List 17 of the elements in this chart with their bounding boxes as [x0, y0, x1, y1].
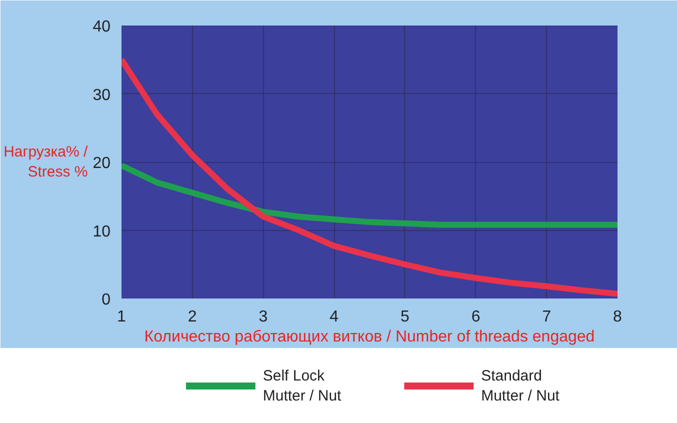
- y-tick-label: 30: [92, 86, 111, 104]
- y-tick-label: 20: [92, 155, 111, 172]
- x-tick-label: 6: [471, 308, 480, 326]
- x-tick-label: 5: [400, 308, 410, 326]
- x-tick-label: 8: [613, 308, 622, 326]
- x-tick-label: 2: [188, 308, 197, 326]
- x-axis-title: Количество работающих витков / Number of threads engaged: [144, 328, 595, 346]
- legend-label: Standard Mutter / Nut: [481, 367, 560, 405]
- x-tick-label: 1: [117, 308, 126, 326]
- y-tick-label: 10: [92, 223, 111, 240]
- y-tick-label: 0: [102, 292, 111, 308]
- x-tick-label: 7: [542, 308, 552, 326]
- y-axis-title: Нагрузка% / Stress %: [4, 143, 89, 181]
- y-tick-label: 40: [92, 18, 111, 36]
- legend-label: Self Lock Mutter / Nut: [262, 367, 342, 405]
- x-tick-label: 3: [258, 308, 268, 326]
- x-tick-label: 4: [330, 308, 339, 326]
